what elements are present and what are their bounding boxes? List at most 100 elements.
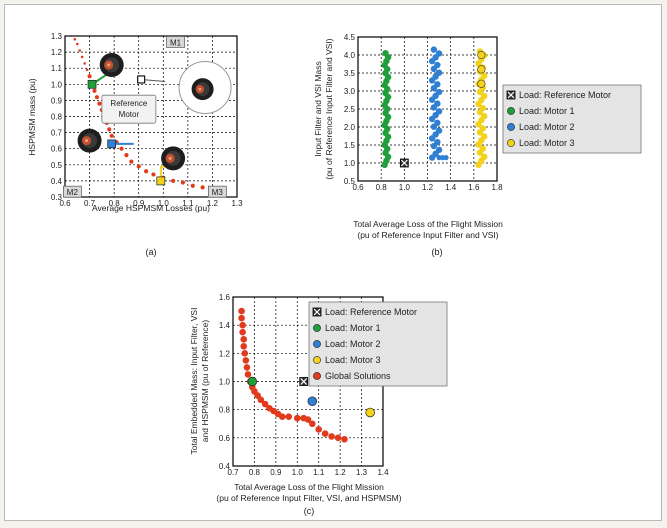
- data-point: [434, 81, 441, 88]
- figure-canvas: 0.6 0.7 0.8 0.9 1.0 1.1 1.2 1.30.30.40.50.60.70…: [27, 32, 642, 516]
- x-tick-label: 0.8: [109, 199, 121, 208]
- caption: (a): [146, 247, 157, 257]
- callout-box: [101, 94, 157, 124]
- data-point: [109, 133, 114, 138]
- motor-icon: [191, 78, 214, 101]
- data-point: [124, 153, 129, 158]
- legend-label: Load: Motor 3: [519, 138, 575, 148]
- motor-shaft: [107, 63, 111, 67]
- data-point: [240, 335, 248, 343]
- reference-marker-x: [300, 378, 308, 385]
- x-axis-label-2: (pu of Reference Input Filter and VSI): [357, 230, 498, 240]
- box-label: [207, 185, 227, 198]
- x-tick-label: 1.0: [292, 468, 304, 477]
- y-tick-label: 0.6: [51, 145, 63, 154]
- data-point: [304, 416, 312, 423]
- data-point: [435, 146, 443, 154]
- legend-marker-x: [507, 91, 515, 99]
- y-tick-label: 1.0: [344, 159, 356, 168]
- data-point: [238, 314, 245, 322]
- data-point: [143, 169, 149, 174]
- legend-marker: [313, 356, 321, 364]
- data-point: [78, 49, 82, 52]
- legend-label: Load: Motor 2: [325, 339, 381, 349]
- y-tick-label: 0.9: [51, 96, 63, 105]
- x-tick-label: 0.8: [249, 468, 261, 477]
- data-point: [257, 396, 265, 404]
- data-point: [240, 342, 248, 350]
- x-tick-label: 1.8: [491, 183, 503, 192]
- x-tick-label: 0.9: [133, 199, 145, 208]
- x-tick-label: 1.2: [422, 183, 434, 192]
- y-tick-label: 2.5: [344, 105, 356, 114]
- data-point: [477, 65, 486, 74]
- data-point: [434, 61, 441, 69]
- data-point: [481, 133, 488, 140]
- data-point: [151, 172, 156, 177]
- reference-marker: [137, 75, 146, 84]
- motor-marker: [365, 407, 375, 418]
- legend-label: Load: Motor 3: [325, 355, 381, 365]
- data-point: [435, 127, 443, 134]
- data-point: [80, 55, 84, 59]
- motor-icon: [77, 128, 102, 153]
- y-tick-label: 4.0: [344, 51, 356, 60]
- data-point: [479, 145, 487, 152]
- y-tick-label: 4.5: [344, 33, 356, 42]
- y-axis-label: Total Embedded Mass: Input Filter, VSI: [189, 308, 199, 455]
- legend-label: Global Solutions: [325, 371, 391, 381]
- data-point: [238, 307, 245, 315]
- data-point: [241, 350, 249, 357]
- y-tick-label: 0.6: [219, 434, 231, 443]
- data-point: [119, 146, 124, 151]
- data-point: [97, 101, 102, 106]
- data-point: [75, 42, 79, 46]
- data-point: [87, 74, 92, 79]
- motor-icon: [161, 146, 186, 171]
- x-axis-label: Total Average Loss of the Flight Mission: [353, 219, 503, 229]
- data-point: [285, 413, 293, 421]
- x-tick-label: 1.0: [158, 199, 170, 208]
- x-tick-label: 1.6: [468, 183, 480, 192]
- data-point: [479, 125, 487, 132]
- motor-marker: [247, 376, 258, 387]
- legend: [308, 301, 448, 387]
- x-tick-label: 1.2: [207, 199, 219, 208]
- data-point: [434, 119, 441, 127]
- motor-shaft: [198, 87, 202, 91]
- box-label-text: M2: [67, 188, 79, 197]
- y-tick-label: 1.2: [219, 349, 231, 358]
- legend-marker: [313, 340, 321, 348]
- y-tick-label: 1.2: [51, 48, 63, 57]
- box-label: [63, 185, 82, 198]
- data-point: [430, 46, 438, 53]
- chart-a: 0.6 0.7 0.8 0.9 1.0 1.1 1.2 1.3 0.3 0.4 0.5 0.6 0.7 0…: [27, 32, 243, 257]
- box-label: [166, 36, 185, 48]
- x-tick-label: 0.9: [270, 468, 282, 477]
- data-point: [334, 434, 342, 442]
- data-point: [200, 185, 205, 190]
- box-label-text: M1: [170, 38, 182, 47]
- x-tick-label: 1.3: [231, 199, 243, 208]
- y-tick-label: 0.4: [219, 462, 231, 471]
- y-tick-label: 3.0: [344, 87, 356, 96]
- data-point: [479, 104, 487, 112]
- x-tick-label: 1.0: [399, 183, 411, 192]
- data-point: [481, 72, 488, 79]
- data-point: [180, 180, 186, 185]
- data-point: [481, 113, 488, 120]
- legend-label: Load: Motor 1: [519, 106, 575, 116]
- data-point: [92, 88, 97, 93]
- data-point: [73, 37, 77, 41]
- y-tick-label: 0.5: [344, 177, 356, 186]
- y-tick-label: 1.0: [219, 378, 231, 387]
- y-axis-label: Input Filter and VSI Mass: [313, 61, 323, 156]
- data-point: [239, 321, 246, 329]
- data-point: [481, 92, 488, 100]
- motor-shaft: [168, 156, 172, 160]
- chart-c: 0.7 0.8 0.9 1.0 1.1 1.2 1.3 1.4 0.4 0.6 0.8 1.0 1.2 1…: [189, 293, 448, 516]
- callout-text: Motor: [119, 110, 140, 119]
- legend-marker: [507, 107, 515, 115]
- y-tick-label: 1.5: [344, 141, 356, 150]
- data-point: [477, 79, 486, 88]
